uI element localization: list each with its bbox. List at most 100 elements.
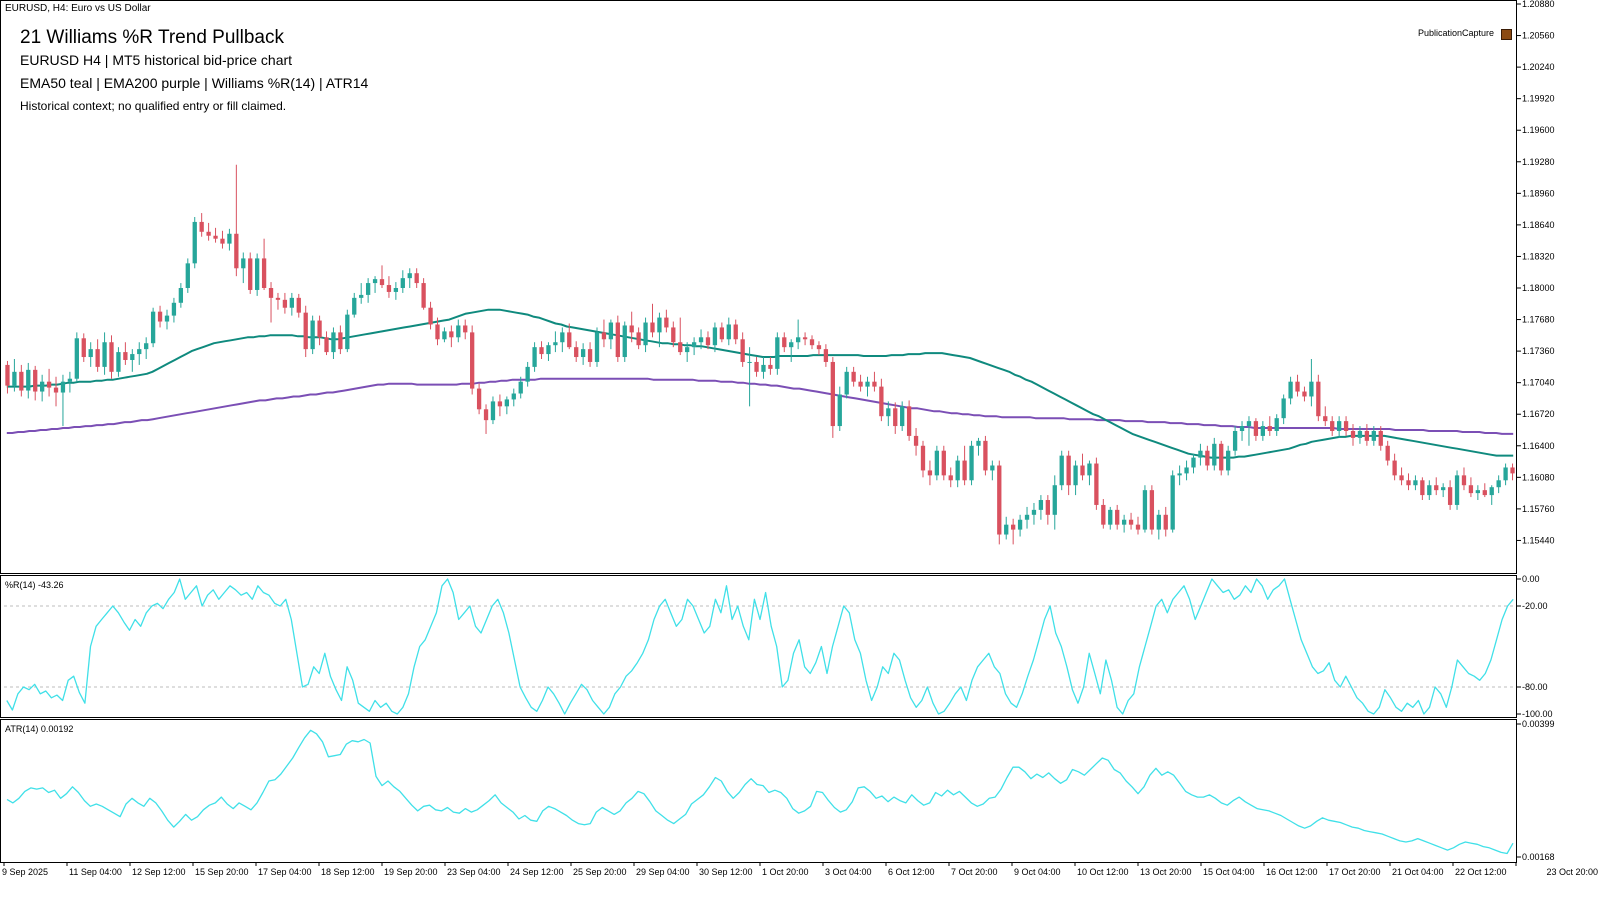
candle[interactable]	[1177, 465, 1182, 486]
candle[interactable]	[1434, 477, 1439, 496]
candle[interactable]	[1357, 426, 1363, 444]
candle[interactable]	[19, 364, 24, 397]
candle[interactable]	[352, 292, 357, 318]
candle[interactable]	[844, 366, 849, 399]
candle[interactable]	[823, 344, 829, 367]
candle[interactable]	[1399, 467, 1404, 486]
candle[interactable]	[1011, 518, 1016, 545]
candle[interactable]	[1489, 485, 1494, 505]
candle[interactable]	[997, 460, 1002, 545]
candle[interactable]	[1184, 460, 1189, 481]
candle[interactable]	[782, 332, 787, 353]
candle[interactable]	[248, 252, 253, 294]
candle[interactable]	[789, 339, 794, 362]
candle[interactable]	[1205, 445, 1210, 471]
candle[interactable]	[650, 303, 655, 338]
candle[interactable]	[879, 378, 884, 422]
candle[interactable]	[1004, 516, 1009, 540]
candle[interactable]	[164, 309, 170, 330]
candle[interactable]	[1475, 485, 1481, 501]
candle[interactable]	[407, 268, 412, 288]
candle[interactable]	[691, 337, 697, 356]
candle[interactable]	[733, 319, 738, 345]
candle[interactable]	[1198, 443, 1203, 466]
candle[interactable]	[81, 333, 86, 362]
candle[interactable]	[525, 361, 530, 387]
candle[interactable]	[12, 359, 17, 392]
candle[interactable]	[1441, 483, 1446, 498]
candle[interactable]	[872, 371, 877, 392]
candle[interactable]	[1135, 516, 1141, 535]
candle[interactable]	[900, 401, 905, 431]
candle[interactable]	[178, 283, 184, 308]
candle[interactable]	[379, 265, 385, 288]
candle[interactable]	[324, 331, 329, 356]
candle[interactable]	[372, 276, 378, 293]
candle[interactable]	[74, 332, 79, 382]
candle[interactable]	[95, 339, 100, 372]
candle[interactable]	[483, 404, 489, 434]
candle[interactable]	[1468, 477, 1474, 498]
candle[interactable]	[983, 435, 988, 476]
candle[interactable]	[1094, 457, 1099, 510]
candle[interactable]	[26, 362, 31, 399]
candle[interactable]	[1038, 495, 1044, 520]
candle[interactable]	[685, 342, 690, 362]
candle[interactable]	[1364, 424, 1370, 446]
candle[interactable]	[1267, 416, 1272, 436]
candle[interactable]	[192, 217, 197, 269]
candle[interactable]	[830, 357, 835, 438]
candle[interactable]	[1447, 480, 1453, 510]
candle[interactable]	[1170, 470, 1175, 533]
candle[interactable]	[157, 305, 163, 328]
candle[interactable]	[719, 322, 725, 343]
candle[interactable]	[851, 366, 856, 387]
candle[interactable]	[969, 440, 974, 486]
candle[interactable]	[1080, 453, 1085, 481]
candle[interactable]	[490, 396, 496, 425]
candle[interactable]	[255, 253, 260, 296]
candle[interactable]	[400, 270, 405, 293]
candle[interactable]	[123, 342, 128, 365]
candle[interactable]	[365, 278, 371, 303]
candle[interactable]	[331, 327, 336, 359]
candle[interactable]	[275, 292, 281, 310]
candle[interactable]	[574, 341, 579, 362]
candle[interactable]	[712, 322, 718, 353]
candle[interactable]	[185, 258, 190, 293]
candle[interactable]	[976, 437, 981, 456]
candle[interactable]	[359, 283, 364, 304]
candle[interactable]	[1156, 509, 1161, 540]
candle[interactable]	[511, 388, 516, 407]
candle[interactable]	[1017, 514, 1023, 537]
candle[interactable]	[768, 357, 773, 375]
candle[interactable]	[442, 327, 447, 343]
candle[interactable]	[1073, 460, 1078, 496]
candle[interactable]	[296, 293, 301, 318]
candle[interactable]	[317, 315, 322, 346]
candle[interactable]	[1309, 359, 1314, 407]
candle[interactable]	[1149, 485, 1155, 535]
candle[interactable]	[199, 213, 204, 237]
candle[interactable]	[698, 329, 704, 350]
candle[interactable]	[518, 376, 523, 399]
candle[interactable]	[137, 342, 142, 365]
candle[interactable]	[567, 323, 572, 350]
candle[interactable]	[906, 400, 912, 441]
candle[interactable]	[421, 278, 426, 310]
candle[interactable]	[1212, 437, 1217, 471]
candle[interactable]	[587, 342, 593, 367]
candle[interactable]	[754, 357, 759, 377]
candle[interactable]	[53, 376, 59, 407]
candle[interactable]	[629, 311, 634, 343]
candle[interactable]	[1087, 460, 1092, 486]
candle[interactable]	[386, 276, 392, 298]
candle[interactable]	[1066, 450, 1071, 496]
candle[interactable]	[268, 282, 274, 323]
candle[interactable]	[60, 374, 66, 427]
candle[interactable]	[470, 325, 475, 395]
candle[interactable]	[726, 317, 731, 346]
candle[interactable]	[1045, 495, 1050, 525]
candle[interactable]	[671, 321, 676, 348]
